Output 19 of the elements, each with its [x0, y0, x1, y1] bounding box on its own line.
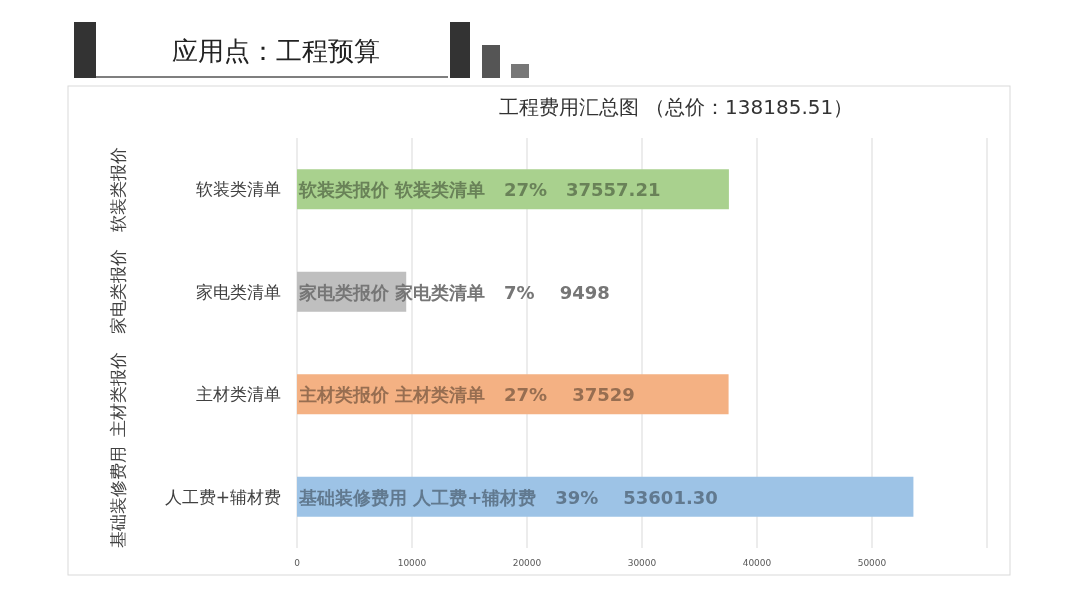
chart-subtitle: 工程费用汇总图 （总价：138185.51） — [498, 95, 854, 119]
y-tick-label: 主材类清单 — [196, 384, 281, 405]
y-tick-label: 软装类清单 — [196, 179, 281, 200]
x-tick-label: 10000 — [397, 558, 427, 568]
data-label: 软装类报价 软装类清单 27% 37557.21 — [298, 179, 661, 201]
text: 主材类报价 — [108, 351, 128, 437]
x-tick-label: 0 — [294, 558, 301, 568]
y-tick-label: 家电类清单 — [196, 281, 281, 302]
text: 基础装修费用 — [108, 445, 128, 548]
x-tick-label: 40000 — [742, 558, 772, 568]
x-tick-label: 50000 — [857, 558, 887, 568]
data-label: 基础装修费用 人工费+辅材费 39% 53601.30 — [298, 486, 718, 508]
text: 家电类报价 — [108, 249, 128, 335]
data-label: 主材类报价 主材类清单 27% 37529 — [298, 384, 635, 406]
y-tick-label: 人工费+辅材费 — [164, 486, 281, 507]
x-tick-label: 20000 — [512, 558, 542, 568]
text: 软装类报价 — [108, 146, 128, 232]
chart-title: 应用点：工程预算 — [172, 36, 380, 66]
x-tick-label: 30000 — [627, 558, 657, 568]
